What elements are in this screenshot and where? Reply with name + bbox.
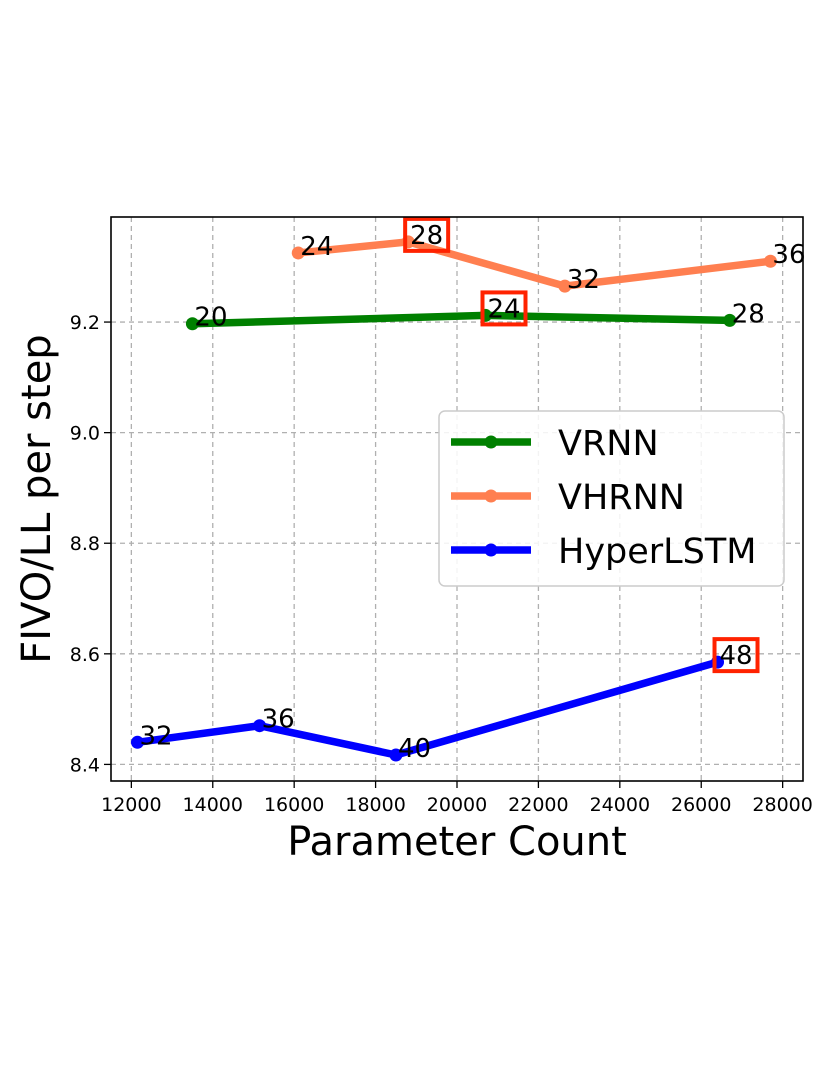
legend: VRNN VHRNN HyperLSTM (438, 410, 785, 587)
x-tick-label: 18000 (345, 794, 405, 816)
point-labels: 20 24 28 24 28 32 36 32 36 40 48 (139, 216, 806, 764)
series-layer (130, 235, 777, 762)
y-tick-label: 9.0 (70, 423, 100, 445)
data-label-vhrnn: 28 (410, 221, 443, 251)
data-point-hyperlstm (253, 719, 267, 733)
x-tick-label: 16000 (264, 794, 324, 816)
legend-label-vhrnn: VHRNN (558, 478, 685, 518)
data-label-vhrnn: 24 (300, 232, 333, 262)
highlight-box (403, 216, 451, 253)
x-axis-label: Parameter Count (287, 819, 627, 865)
legend-marker-vrnn (484, 435, 498, 449)
series-line-hyperlstm (136, 658, 719, 759)
data-point-hyperlstm (130, 735, 144, 749)
data-label-hyperlstm: 48 (720, 641, 753, 671)
legend-label-hyperlstm: HyperLSTM (558, 532, 756, 572)
data-point-vhrnn (291, 246, 305, 260)
data-point-vrnn (185, 317, 199, 331)
x-tick-label: 28000 (752, 794, 812, 816)
legend-marker-vhrnn (484, 489, 498, 503)
data-label-vhrnn: 36 (772, 240, 805, 270)
y-tick-label: 9.2 (70, 312, 100, 334)
data-label-vrnn: 28 (732, 299, 765, 329)
x-tick-label: 12000 (101, 794, 161, 816)
y-tick-label: 8.4 (70, 754, 100, 776)
highlight-box (712, 637, 760, 674)
data-point-hyperlstm (389, 748, 403, 762)
x-tick-label: 22000 (508, 794, 568, 816)
x-tick-label: 20000 (427, 794, 487, 816)
series-line-vhrnn (297, 238, 771, 290)
legend-box (438, 410, 785, 587)
legend-label-vrnn: VRNN (558, 424, 659, 464)
ticks: 12000 14000 16000 18000 20000 22000 24000 26000… (70, 312, 813, 816)
data-point-vhrnn (763, 254, 777, 268)
x-tick-label: 26000 (671, 794, 731, 816)
y-tick-label: 8.8 (70, 533, 100, 555)
legend-marker-hyperlstm (484, 543, 498, 557)
highlight-box (480, 290, 528, 327)
data-label-hyperlstm: 32 (139, 721, 172, 751)
data-label-hyperlstm: 36 (262, 705, 295, 735)
y-axis-label: FIVO/LL per step (14, 334, 60, 663)
series-line-vrnn (192, 311, 730, 328)
y-tick-label: 8.6 (70, 644, 100, 666)
x-tick-label: 24000 (590, 794, 650, 816)
data-label-vhrnn: 32 (567, 265, 600, 295)
data-label-hyperlstm: 40 (398, 734, 431, 764)
data-point-vrnn (723, 313, 737, 327)
data-label-vrnn: 24 (487, 294, 520, 324)
x-tick-label: 14000 (183, 794, 243, 816)
data-label-vrnn: 20 (194, 303, 227, 333)
data-point-vhrnn (558, 279, 572, 293)
